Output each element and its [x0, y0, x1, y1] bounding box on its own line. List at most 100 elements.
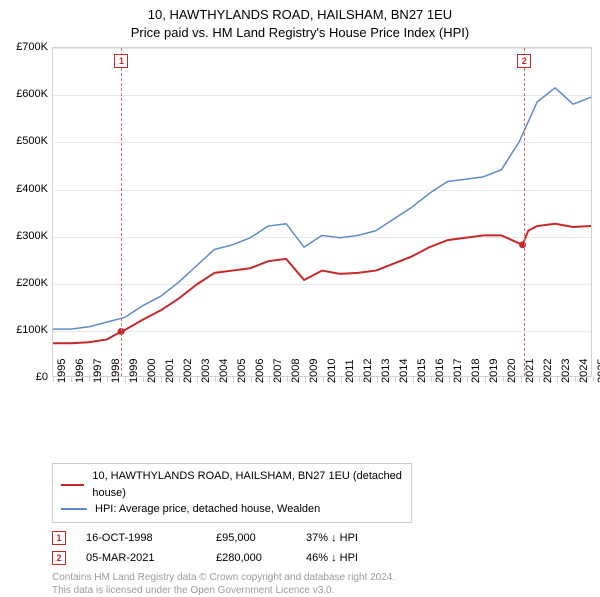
x-tick — [251, 376, 252, 382]
y-axis: £0£100K£200K£300K£400K£500K£600K£700K — [8, 47, 52, 377]
event-line-2 — [524, 48, 525, 376]
footnote: Contains HM Land Registry data © Crown c… — [52, 571, 592, 597]
x-tick — [377, 376, 378, 382]
x-tick-label: 2002 — [182, 359, 194, 383]
x-tick-label: 2009 — [308, 359, 320, 383]
title-line-1: 10, HAWTHYLANDS ROAD, HAILSHAM, BN27 1EU — [8, 6, 592, 24]
event-id-2: 2 — [52, 551, 66, 565]
x-tick-label: 2014 — [398, 359, 410, 383]
plot-area: 12 — [52, 47, 592, 377]
x-tick-label: 2024 — [578, 359, 590, 383]
y-tick-label: £600K — [16, 88, 48, 100]
event-line-1 — [121, 48, 122, 376]
y-tick-label: £700K — [16, 41, 48, 53]
event-pct-1: 37% ↓ HPI — [306, 532, 396, 544]
x-tick-label: 2022 — [542, 359, 554, 383]
x-tick — [323, 376, 324, 382]
event-id-1: 1 — [52, 531, 66, 545]
x-tick — [593, 376, 594, 382]
series-price_paid — [53, 224, 591, 343]
x-tick — [89, 376, 90, 382]
x-tick-label: 2015 — [416, 359, 428, 383]
y-tick-label: £200K — [16, 277, 48, 289]
legend-item-hpi: HPI: Average price, detached house, Weal… — [61, 501, 403, 518]
x-tick — [539, 376, 540, 382]
series-hpi — [53, 88, 591, 329]
x-tick-label: 2021 — [524, 359, 536, 383]
legend-swatch-hpi — [61, 508, 87, 510]
x-tick-label: 2007 — [272, 359, 284, 383]
x-tick — [269, 376, 270, 382]
x-tick-label: 1997 — [92, 359, 104, 383]
legend-item-price-paid: 10, HAWTHYLANDS ROAD, HAILSHAM, BN27 1EU… — [61, 468, 403, 501]
x-tick — [449, 376, 450, 382]
footnote-line-1: Contains HM Land Registry data © Crown c… — [52, 571, 592, 584]
x-tick-label: 2008 — [290, 359, 302, 383]
x-tick-label: 2006 — [254, 359, 266, 383]
x-tick-label: 2010 — [326, 359, 338, 383]
x-tick — [557, 376, 558, 382]
title-line-2: Price paid vs. HM Land Registry's House … — [8, 24, 592, 42]
y-tick-label: £500K — [16, 135, 48, 147]
x-tick — [125, 376, 126, 382]
x-tick — [575, 376, 576, 382]
legend-label-hpi: HPI: Average price, detached house, Weal… — [95, 501, 320, 518]
x-tick-label: 2023 — [560, 359, 572, 383]
event-row-2: 2 05-MAR-2021 £280,000 46% ↓ HPI — [52, 551, 592, 565]
x-tick — [503, 376, 504, 382]
y-tick-label: £400K — [16, 183, 48, 195]
x-tick — [197, 376, 198, 382]
x-tick — [305, 376, 306, 382]
event-date-2: 05-MAR-2021 — [86, 552, 216, 564]
x-tick-label: 2001 — [164, 359, 176, 383]
legend-label-price-paid: 10, HAWTHYLANDS ROAD, HAILSHAM, BN27 1EU… — [92, 468, 403, 501]
chart-area: £0£100K£200K£300K£400K£500K£600K£700K 12… — [8, 47, 592, 417]
x-tick-label: 1998 — [110, 359, 122, 383]
x-tick-label: 2017 — [452, 359, 464, 383]
footnote-line-2: This data is licensed under the Open Gov… — [52, 584, 592, 597]
series-svg — [53, 48, 591, 376]
x-tick — [215, 376, 216, 382]
legend-swatch-price-paid — [61, 484, 84, 486]
x-tick — [53, 376, 54, 382]
y-tick-label: £100K — [16, 324, 48, 336]
y-tick-label: £0 — [36, 371, 48, 383]
x-tick — [107, 376, 108, 382]
x-tick — [359, 376, 360, 382]
x-tick-label: 2012 — [362, 359, 374, 383]
x-tick — [521, 376, 522, 382]
x-tick-label: 2013 — [380, 359, 392, 383]
x-tick-label: 2025 — [596, 359, 600, 383]
x-tick-label: 2000 — [146, 359, 158, 383]
event-marker-1: 1 — [114, 54, 128, 68]
x-tick — [431, 376, 432, 382]
x-tick — [179, 376, 180, 382]
x-tick-label: 2005 — [236, 359, 248, 383]
x-tick — [341, 376, 342, 382]
title-block: 10, HAWTHYLANDS ROAD, HAILSHAM, BN27 1EU… — [8, 6, 592, 41]
legend-box: 10, HAWTHYLANDS ROAD, HAILSHAM, BN27 1EU… — [52, 463, 412, 523]
x-tick-label: 2016 — [434, 359, 446, 383]
event-price-1: £95,000 — [216, 532, 306, 544]
event-date-1: 16-OCT-1998 — [86, 532, 216, 544]
x-tick — [287, 376, 288, 382]
chart-container: 10, HAWTHYLANDS ROAD, HAILSHAM, BN27 1EU… — [0, 0, 600, 560]
x-tick-label: 2019 — [488, 359, 500, 383]
x-tick-label: 2018 — [470, 359, 482, 383]
x-tick — [467, 376, 468, 382]
x-tick-label: 2020 — [506, 359, 518, 383]
x-tick — [71, 376, 72, 382]
x-tick — [233, 376, 234, 382]
x-tick-label: 1996 — [74, 359, 86, 383]
event-marker-2: 2 — [517, 54, 531, 68]
x-tick-label: 2003 — [200, 359, 212, 383]
x-tick-label: 1995 — [56, 359, 68, 383]
event-table: 1 16-OCT-1998 £95,000 37% ↓ HPI 2 05-MAR… — [52, 531, 592, 565]
x-tick — [143, 376, 144, 382]
event-pct-2: 46% ↓ HPI — [306, 552, 396, 564]
x-tick — [485, 376, 486, 382]
y-tick-label: £300K — [16, 230, 48, 242]
x-tick — [161, 376, 162, 382]
x-tick-label: 2004 — [218, 359, 230, 383]
x-tick-label: 1999 — [128, 359, 140, 383]
